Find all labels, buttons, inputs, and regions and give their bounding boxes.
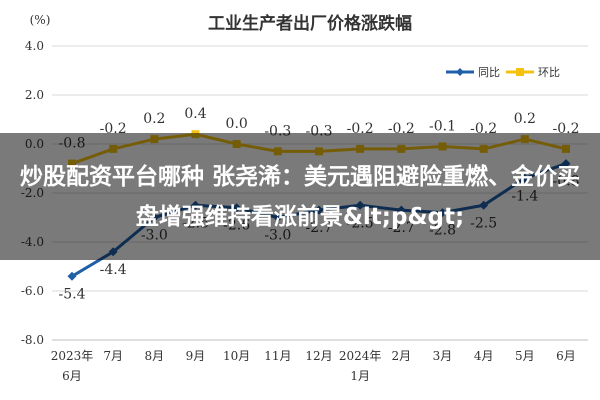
legend-label-mom: 环比 bbox=[538, 66, 560, 79]
data-label-mom: -0.2 bbox=[470, 121, 497, 137]
overlay-title-line-1: 炒股配资平台哪种 张尧浠：美元遇阻避险重燃、金价买 bbox=[19, 163, 580, 190]
x-tick-label: 2024年 1月 bbox=[339, 349, 382, 383]
x-axis: 2023年 6月 7月 8月 9月 10月 11月 12月 2024年 1月 2月 3月 4月 5月 6月 bbox=[51, 339, 588, 383]
x-tick-label: 2023年 6月 bbox=[51, 349, 94, 383]
data-label-mom: 0.2 bbox=[514, 111, 536, 127]
data-point-yoy bbox=[67, 271, 77, 281]
data-label-mom: -0.1 bbox=[429, 118, 456, 134]
x-tick-label: 5月 bbox=[515, 349, 535, 363]
x-tick-label: 9月 bbox=[186, 349, 206, 363]
data-label-mom: 0.4 bbox=[184, 106, 206, 122]
data-label-mom: -0.2 bbox=[388, 121, 415, 137]
overlay-title-line-2: 盘增强维持看涨前景&lt;p&gt; bbox=[135, 203, 465, 230]
article-title-overlay[interactable]: 炒股配资平台哪种 张尧浠：美元遇阻避险重燃、金价买 盘增强维持看涨前景&lt;p… bbox=[0, 133, 600, 260]
x-tick-label: 2月 bbox=[392, 349, 412, 363]
y-tick-label: -6.0 bbox=[21, 284, 44, 298]
x-tick-label: 3月 bbox=[433, 349, 453, 363]
legend-marker-mom bbox=[516, 68, 524, 76]
x-tick-label: 4月 bbox=[474, 349, 494, 363]
chart-title: 工业生产者出厂价格涨跌幅 bbox=[208, 13, 412, 34]
data-label-mom: 0.0 bbox=[226, 116, 248, 132]
y-tick-label: 2.0 bbox=[25, 88, 44, 102]
data-label-yoy: -4.4 bbox=[100, 262, 127, 278]
x-tick-label: 7月 bbox=[103, 349, 123, 363]
data-label-mom: -0.2 bbox=[100, 121, 127, 137]
data-label-mom: 0.2 bbox=[143, 111, 165, 127]
y-tick-label: 4.0 bbox=[25, 39, 44, 53]
legend-label-yoy: 同比 bbox=[478, 66, 500, 79]
y-axis-unit: (%) bbox=[30, 13, 51, 27]
y-tick-label: -8.0 bbox=[21, 333, 44, 347]
x-tick-label: 6月 bbox=[556, 349, 576, 363]
data-label-mom: -0.2 bbox=[553, 121, 580, 137]
data-label-mom: -0.2 bbox=[347, 121, 374, 137]
legend-marker-yoy bbox=[456, 68, 464, 76]
legend: 同比 环比 bbox=[446, 66, 560, 79]
data-label-yoy: -5.4 bbox=[59, 286, 86, 302]
x-tick-label: 12月 bbox=[305, 349, 332, 363]
x-tick-label: 11月 bbox=[264, 349, 291, 363]
x-tick-label: 10月 bbox=[223, 349, 250, 363]
x-tick-label: 8月 bbox=[145, 349, 165, 363]
